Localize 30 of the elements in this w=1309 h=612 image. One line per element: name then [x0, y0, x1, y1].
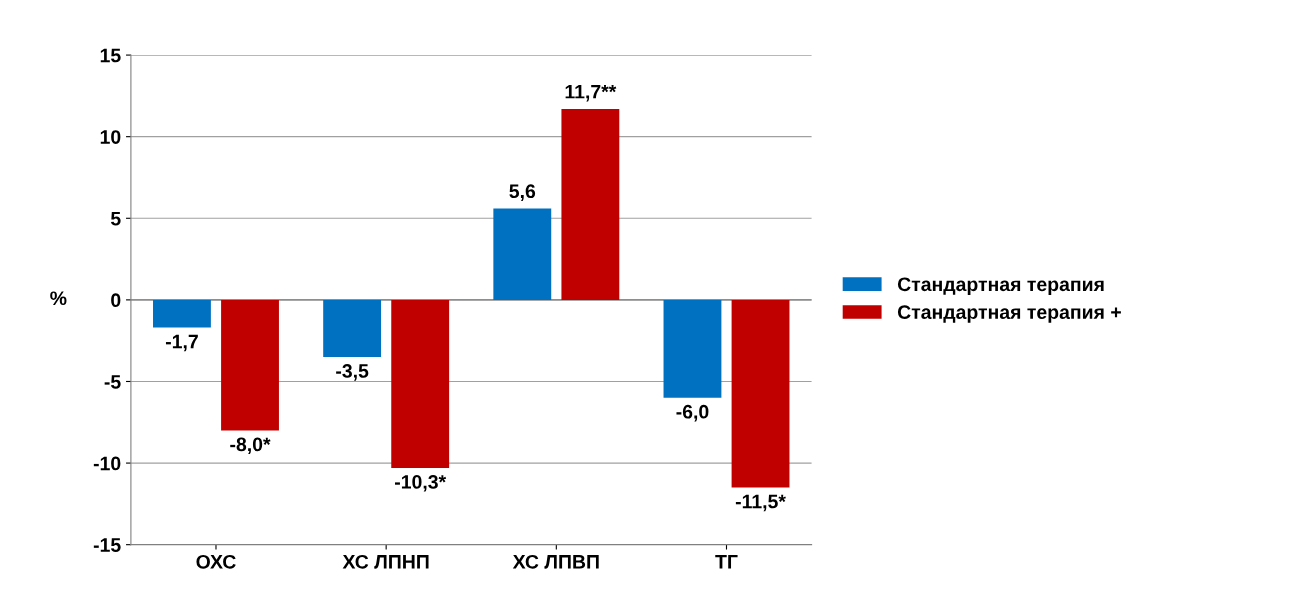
data-label: -6,0 [676, 404, 709, 422]
data-label: -1,7 [165, 334, 198, 352]
x-tick-label: ХС ЛПВП [512, 554, 599, 569]
data-label: -8,0* [230, 437, 271, 455]
bar [663, 299, 722, 398]
x-tick-label: ОХС [196, 554, 236, 569]
bar [493, 208, 552, 300]
data-label: 11,7** [565, 85, 617, 102]
bar [391, 299, 450, 468]
y-tick-label: 15 [100, 48, 121, 63]
bar [731, 299, 790, 488]
x-tick-label: ТГ [715, 555, 738, 569]
y-tick-label: -15 [93, 538, 121, 552]
y-tick-label: -5 [104, 375, 121, 389]
data-label: -10,3* [395, 475, 447, 492]
y-tick-label: 10 [100, 130, 121, 144]
bar [561, 108, 620, 300]
bar [221, 299, 279, 431]
y-tick-label: -10 [93, 456, 121, 471]
y-tick-label: 0 [111, 293, 121, 308]
y-axis-title: % [50, 291, 67, 306]
legend-label: Стандартная терапия [897, 277, 1104, 296]
y-tick-label: 5 [110, 211, 121, 226]
bar [323, 299, 382, 357]
legend-label: Стандартная терапия + [897, 305, 1121, 323]
data-label: -3,5 [336, 364, 369, 381]
data-label: -11,5* [735, 494, 786, 512]
x-tick-label: ХС ЛПНП [342, 554, 429, 569]
bar [153, 299, 211, 328]
data-label: 5,6 [509, 184, 536, 201]
